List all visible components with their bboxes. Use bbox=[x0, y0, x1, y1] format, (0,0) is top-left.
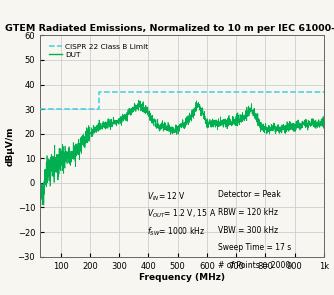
Y-axis label: dBμV/m: dBμV/m bbox=[6, 126, 15, 166]
Title: GTEM Radiated Emissions, Normalized to 10 m per IEC 61000-4-20: GTEM Radiated Emissions, Normalized to 1… bbox=[5, 24, 334, 33]
Text: # of Points = 2000: # of Points = 2000 bbox=[217, 261, 290, 270]
Legend: CISPR 22 Class B Limit, DUT: CISPR 22 Class B Limit, DUT bbox=[47, 41, 150, 60]
Text: RBW = 120 kHz: RBW = 120 kHz bbox=[217, 208, 278, 217]
Text: Sweep Time = 17 s: Sweep Time = 17 s bbox=[217, 243, 291, 253]
Text: Detector = Peak: Detector = Peak bbox=[217, 190, 280, 199]
Text: $V_{OUT}$= 1.2 V, 15 A: $V_{OUT}$= 1.2 V, 15 A bbox=[147, 208, 216, 220]
Text: VBW = 300 kHz: VBW = 300 kHz bbox=[217, 226, 278, 235]
Text: $f_{SW}$= 1000 kHz: $f_{SW}$= 1000 kHz bbox=[147, 226, 205, 238]
X-axis label: Frequency (MHz): Frequency (MHz) bbox=[139, 273, 225, 282]
Text: $V_{IN}$= 12 V: $V_{IN}$= 12 V bbox=[147, 190, 186, 203]
